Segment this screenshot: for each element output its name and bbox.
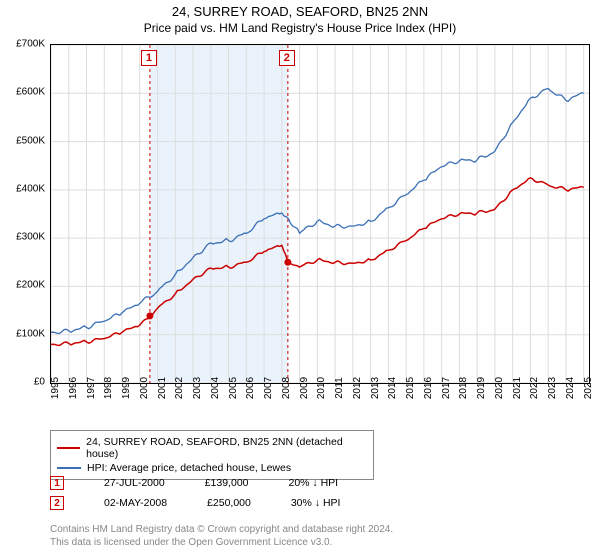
page-title: 24, SURREY ROAD, SEAFORD, BN25 2NN [0, 0, 600, 19]
x-axis-tick: 2002 [174, 377, 185, 399]
x-axis-tick: 2015 [405, 377, 416, 399]
footnote-line: This data is licensed under the Open Gov… [50, 537, 332, 548]
x-axis-tick: 2018 [458, 377, 469, 399]
x-axis-tick: 2003 [192, 377, 203, 399]
legend-label: 24, SURREY ROAD, SEAFORD, BN25 2NN (deta… [86, 436, 367, 460]
transaction-table: 1 27-JUL-2000 £139,000 20% ↓ HPI 2 02-MAY-200… [50, 473, 340, 513]
x-axis-tick: 2011 [334, 377, 345, 399]
x-axis-tick: 1996 [68, 377, 79, 399]
x-axis-tick: 2023 [547, 377, 558, 399]
transaction-marker: 1 [50, 476, 64, 490]
y-axis-tick: £0 [3, 377, 45, 388]
x-axis-tick: 1997 [86, 377, 97, 399]
footnote: Contains HM Land Registry data © Crown c… [50, 524, 393, 549]
x-axis-tick: 2016 [423, 377, 434, 399]
x-axis-tick: 2008 [281, 377, 292, 399]
legend-swatch [57, 447, 80, 449]
y-axis-tick: £300K [3, 232, 45, 243]
transaction-price: £250,000 [207, 497, 251, 509]
transaction-date: 02-MAY-2008 [104, 497, 167, 509]
transaction-date: 27-JUL-2000 [104, 477, 165, 489]
legend-swatch [57, 467, 81, 469]
y-axis-tick: £100K [3, 328, 45, 339]
price-chart [50, 44, 590, 384]
transaction-price: £139,000 [205, 477, 249, 489]
chart-annotation-marker: 2 [279, 50, 295, 66]
transaction-delta: 30% ↓ HPI [291, 497, 341, 509]
x-axis-tick: 2012 [352, 377, 363, 399]
x-axis-tick: 2021 [512, 377, 523, 399]
chart-annotation-marker: 1 [141, 50, 157, 66]
transaction-row: 1 27-JUL-2000 £139,000 20% ↓ HPI [50, 473, 340, 493]
x-axis-tick: 2000 [139, 377, 150, 399]
x-axis-tick: 2010 [316, 377, 327, 399]
transaction-delta: 20% ↓ HPI [289, 477, 339, 489]
x-axis-tick: 2013 [370, 377, 381, 399]
x-axis-tick: 2004 [210, 377, 221, 399]
x-axis-tick: 2006 [245, 377, 256, 399]
x-axis-tick: 2005 [228, 377, 239, 399]
x-axis-tick: 2009 [299, 377, 310, 399]
y-axis-tick: £400K [3, 183, 45, 194]
x-axis-tick: 2001 [157, 377, 168, 399]
transaction-marker: 2 [50, 496, 64, 510]
x-axis-tick: 1998 [103, 377, 114, 399]
page-subtitle: Price paid vs. HM Land Registry's House … [0, 19, 600, 39]
x-axis-tick: 2025 [583, 377, 594, 399]
x-axis-tick: 1995 [50, 377, 61, 399]
legend-item: 24, SURREY ROAD, SEAFORD, BN25 2NN (deta… [57, 435, 367, 461]
x-axis-tick: 2022 [529, 377, 540, 399]
footnote-line: Contains HM Land Registry data © Crown c… [50, 524, 393, 535]
transaction-row: 2 02-MAY-2008 £250,000 30% ↓ HPI [50, 493, 340, 513]
x-axis-tick: 2024 [565, 377, 576, 399]
y-axis-tick: £200K [3, 280, 45, 291]
x-axis-tick: 2019 [476, 377, 487, 399]
x-axis-tick: 2017 [441, 377, 452, 399]
x-axis-tick: 1999 [121, 377, 132, 399]
x-axis-tick: 2007 [263, 377, 274, 399]
x-axis-tick: 2014 [387, 377, 398, 399]
y-axis-tick: £500K [3, 135, 45, 146]
y-axis-tick: £700K [3, 39, 45, 50]
x-axis-tick: 2020 [494, 377, 505, 399]
y-axis-tick: £600K [3, 87, 45, 98]
